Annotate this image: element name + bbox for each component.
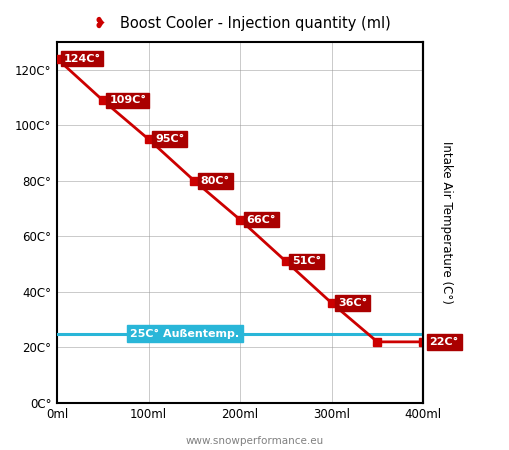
Text: 109C°: 109C° [109, 95, 146, 105]
Text: 25C° Außentemp.: 25C° Außentemp. [130, 328, 239, 338]
Text: 80C°: 80C° [201, 176, 230, 186]
Text: 124C°: 124C° [63, 54, 100, 63]
Text: 22C°: 22C° [429, 337, 458, 347]
Text: ❥: ❥ [93, 16, 105, 31]
Text: 51C°: 51C° [292, 256, 321, 266]
Text: 95C°: 95C° [155, 134, 184, 144]
Text: Boost Cooler - Injection quantity (ml): Boost Cooler - Injection quantity (ml) [120, 16, 389, 31]
Y-axis label: Intake Air Temperature (C°): Intake Air Temperature (C°) [439, 141, 452, 304]
Text: www.snowperformance.eu: www.snowperformance.eu [185, 436, 324, 446]
Text: 36C°: 36C° [337, 298, 366, 308]
Text: 66C°: 66C° [246, 215, 275, 225]
